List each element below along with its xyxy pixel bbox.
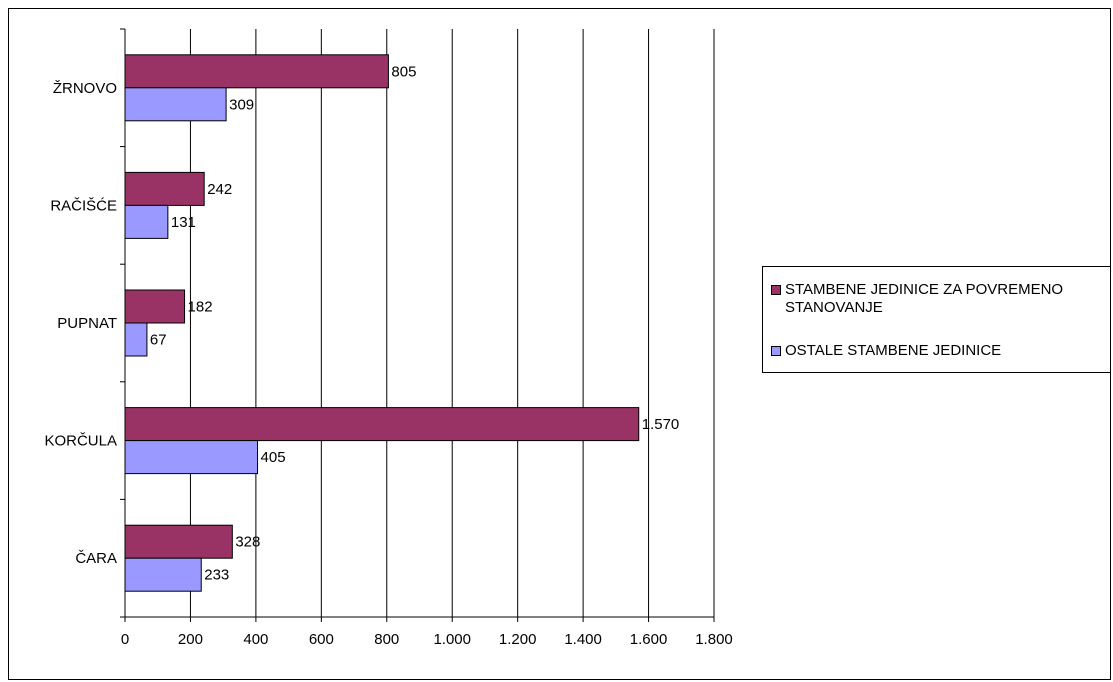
data-label-s2-4: 233 [204, 567, 229, 584]
legend-swatch-series-2 [771, 346, 781, 356]
bar-s2-0 [124, 87, 227, 122]
bar-s2-2 [124, 322, 148, 357]
bar-s1-0 [124, 54, 389, 89]
data-label-s2-1: 131 [171, 214, 196, 231]
data-label-s1-1: 242 [207, 181, 232, 198]
x-tick-label-0: 0 [121, 631, 129, 648]
legend-swatch-series-1 [771, 285, 781, 295]
category-label-0: ŽRNOVO [53, 80, 117, 97]
x-tick-label-1: 200 [178, 631, 203, 648]
x-tick-label-2: 400 [243, 631, 268, 648]
chart-frame: 0 200 400 600 800 1.000 1.200 1.400 1.600 1.800 ŽR… [8, 8, 1111, 680]
category-label-2: PUPNAT [57, 315, 117, 332]
legend-label-series-1-line-2: STANOVANJE [785, 299, 883, 316]
data-label-s1-2: 182 [188, 299, 213, 316]
legend-label-series-2: OSTALE STAMBENE JEDINICE [785, 342, 1002, 359]
bar-s2-4 [124, 557, 202, 592]
bar-s1-4 [124, 524, 233, 559]
x-tick-label-4: 800 [374, 631, 399, 648]
x-tick-label-3: 600 [309, 631, 334, 648]
bar-s1-2 [124, 289, 186, 324]
legend-item-series-1: STAMBENE JEDINICE ZA POVREMENO STANOVANJ… [771, 281, 1110, 317]
bar-s2-1 [124, 204, 169, 239]
data-label-s2-2: 67 [150, 332, 167, 349]
x-tick-label-5: 1.000 [433, 631, 471, 648]
data-label-s2-0: 309 [229, 96, 254, 113]
bar-chart: 0 200 400 600 800 1.000 1.200 1.400 1.600 1.800 ŽR… [44, 28, 733, 648]
data-label-s2-3: 405 [261, 449, 286, 466]
bar-s1-1 [124, 171, 205, 206]
x-tick-label-9: 1.800 [695, 631, 733, 648]
category-label-4: ČARA [75, 550, 117, 567]
legend-label-series-1-line-1: STAMBENE JEDINICE ZA POVREMENO [785, 281, 1064, 298]
data-label-s1-3: 1.570 [642, 416, 680, 433]
category-label-3: KORČULA [44, 433, 117, 450]
x-tick-label-6: 1.200 [499, 631, 537, 648]
data-label-s1-4: 328 [235, 534, 260, 551]
bar-s2-3 [124, 440, 259, 475]
x-tick-label-8: 1.600 [630, 631, 668, 648]
category-label-1: RAČIŠĆE [50, 197, 117, 214]
legend-item-series-2: OSTALE STAMBENE JEDINICE [771, 342, 1110, 360]
bar-s1-3 [124, 407, 640, 442]
data-label-s1-0: 805 [391, 63, 416, 80]
legend: STAMBENE JEDINICE ZA POVREMENO STANOVANJ… [762, 266, 1110, 373]
x-tick-label-7: 1.400 [564, 631, 602, 648]
